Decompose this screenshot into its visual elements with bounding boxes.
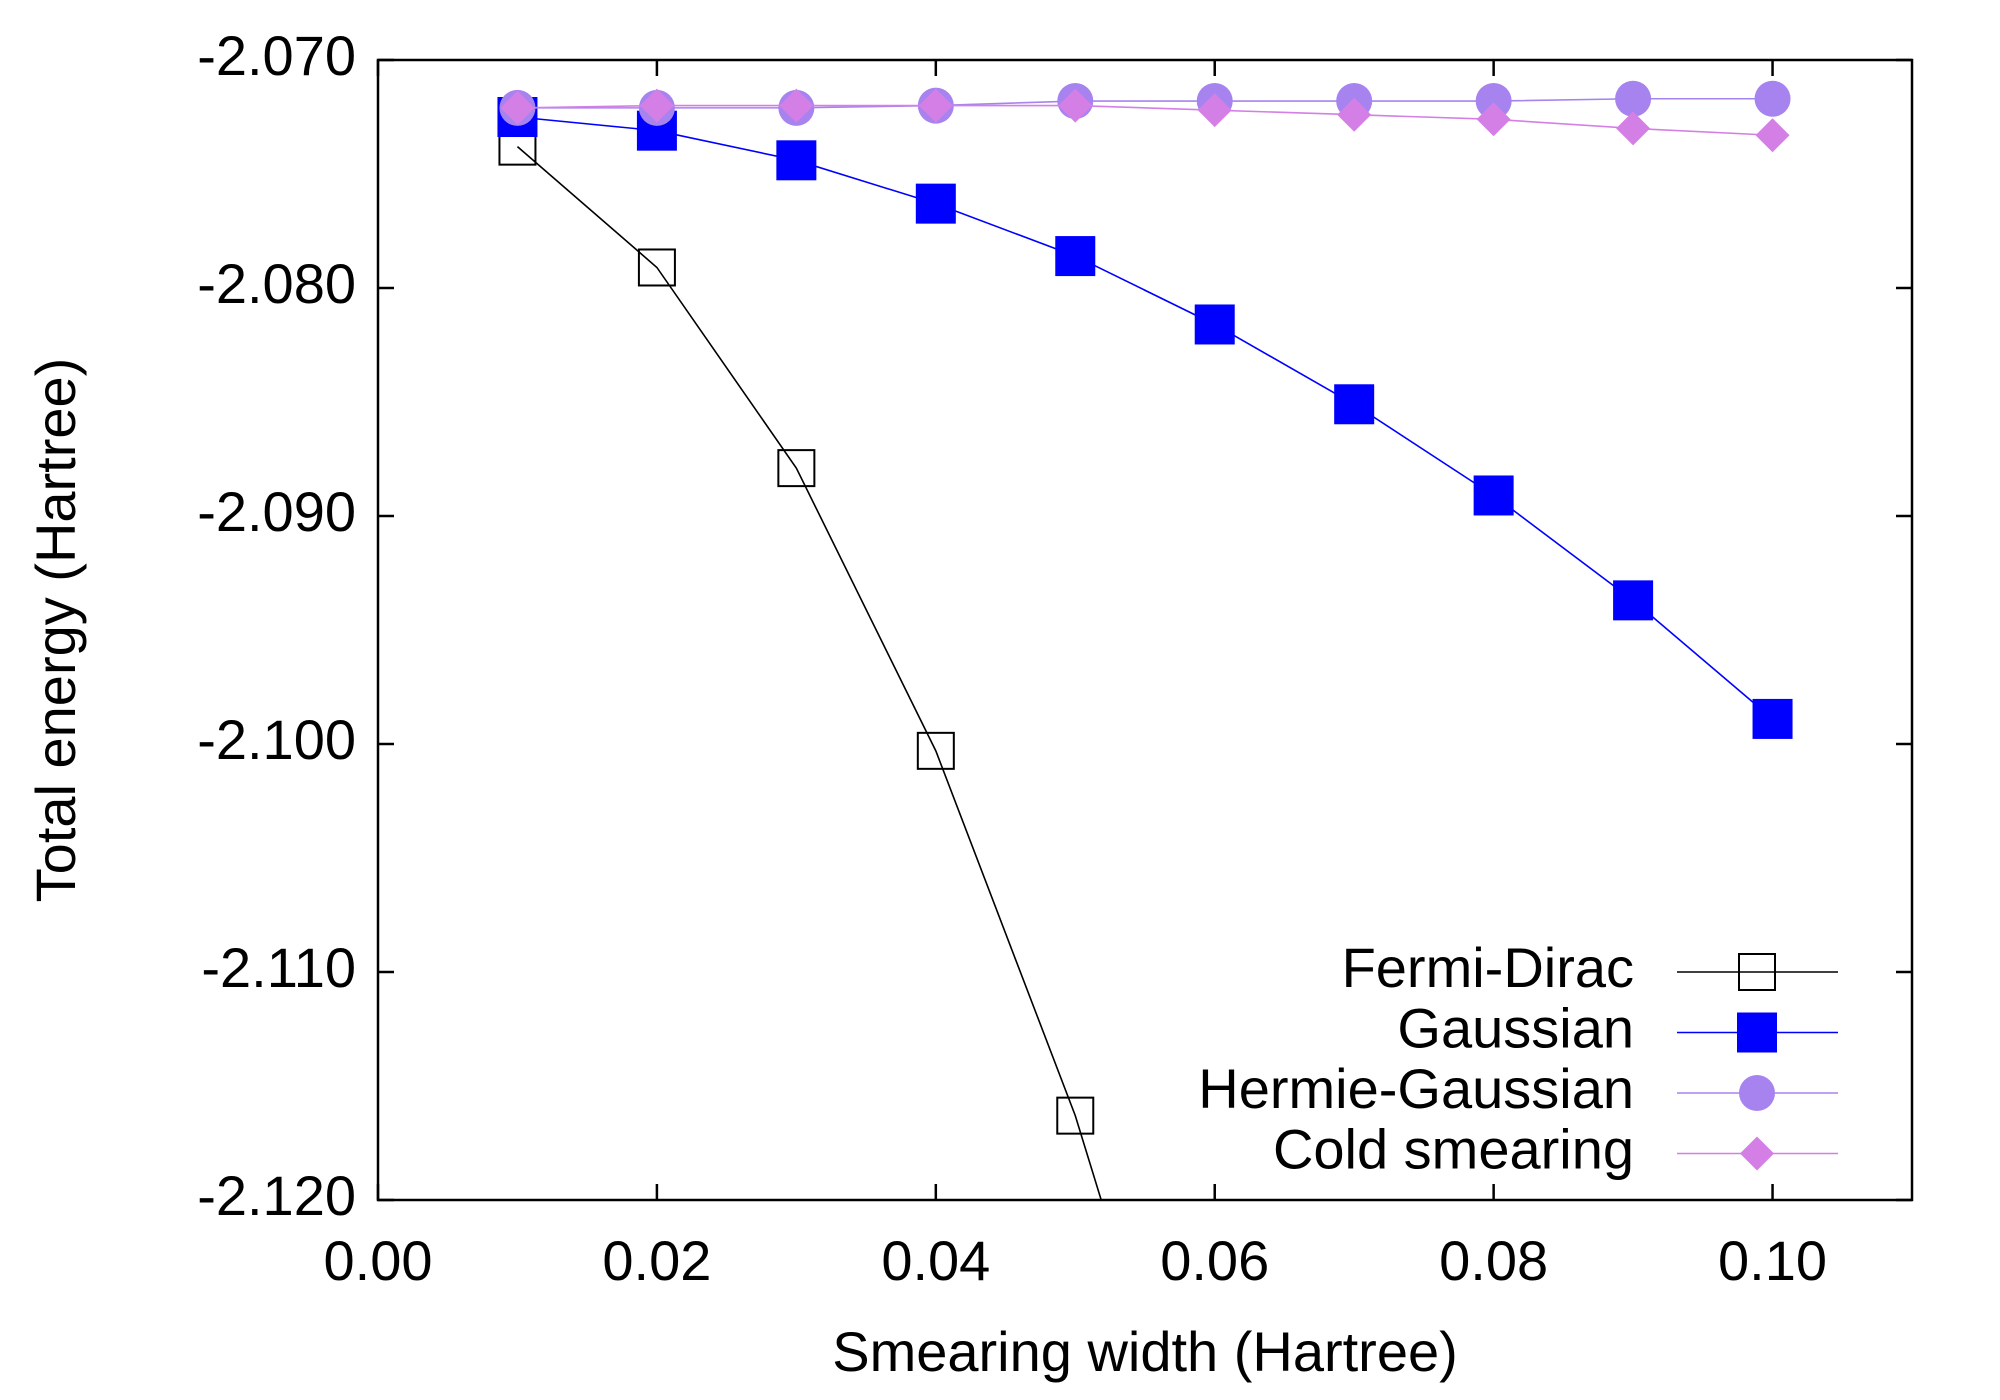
- y-tick-label: -2.110: [201, 936, 356, 999]
- x-tick-label: 0.00: [324, 1229, 433, 1292]
- marker: [1613, 580, 1654, 621]
- y-tick-label: -2.070: [197, 24, 356, 87]
- marker: [1755, 118, 1790, 153]
- x-tick-label: 0.04: [881, 1229, 990, 1292]
- legend-marker: [1740, 1136, 1774, 1171]
- marker: [1058, 88, 1093, 123]
- plot-area: [497, 80, 1793, 1200]
- marker: [777, 449, 816, 488]
- series-line: [517, 116, 1774, 720]
- marker: [779, 88, 814, 123]
- marker: [1476, 102, 1511, 137]
- legend-label: Fermi-Dirac: [1342, 936, 1634, 999]
- y-tick-label: -2.080: [197, 252, 356, 315]
- legend-marker: [1738, 953, 1776, 991]
- marker: [916, 731, 955, 770]
- marker: [500, 90, 535, 125]
- x-tick-label: 0.08: [1439, 1229, 1548, 1292]
- marker: [1056, 1096, 1095, 1135]
- marker: [639, 88, 674, 123]
- marker: [776, 140, 817, 181]
- marker: [1754, 80, 1791, 117]
- marker: [1055, 236, 1096, 277]
- marker: [637, 248, 676, 287]
- marker: [1616, 111, 1651, 146]
- y-tick-label: -2.120: [197, 1164, 356, 1227]
- y-tick-label: -2.100: [197, 708, 356, 771]
- marker: [1194, 304, 1235, 345]
- y-axis-label: Total energy (Hartree): [24, 358, 87, 903]
- x-tick-label: 0.02: [602, 1229, 711, 1292]
- marker: [1752, 698, 1793, 739]
- series-line: [517, 97, 1773, 109]
- marker: [918, 88, 953, 123]
- marker: [1197, 93, 1232, 128]
- series-line: [516, 146, 1103, 1200]
- x-axis-label: Smearing width (Hartree): [832, 1320, 1458, 1383]
- legend-label: Hermie-Gaussian: [1198, 1057, 1634, 1120]
- legend-label: Gaussian: [1397, 996, 1634, 1059]
- y-tick-label: -2.090: [197, 480, 356, 543]
- marker: [1615, 80, 1652, 117]
- marker: [1475, 83, 1512, 120]
- legend-label: Cold smearing: [1273, 1117, 1634, 1180]
- marker: [915, 183, 956, 224]
- plot-frame: [376, 58, 1914, 1202]
- series-line: [517, 104, 1773, 137]
- marker: [1473, 475, 1514, 516]
- legend-marker: [1739, 1075, 1775, 1111]
- x-tick-label: 0.10: [1718, 1229, 1827, 1292]
- x-tick-label: 0.06: [1160, 1229, 1269, 1292]
- legend-marker: [1737, 1012, 1777, 1053]
- marker: [1337, 97, 1372, 132]
- marker: [1334, 384, 1375, 425]
